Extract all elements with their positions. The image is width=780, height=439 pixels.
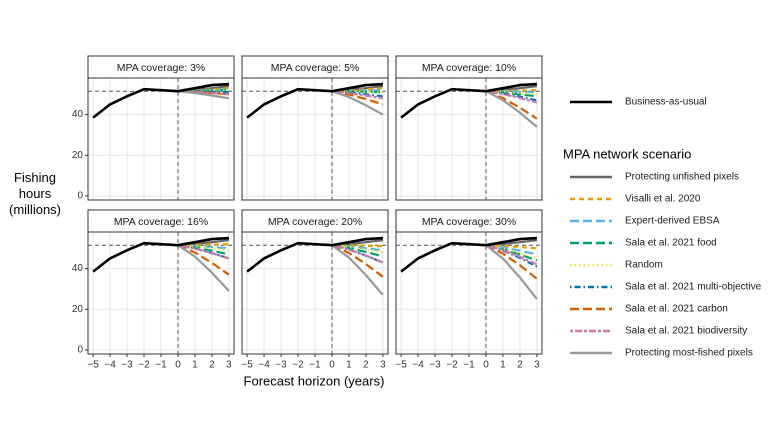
panel-title: MPA coverage: 16% [114,216,208,228]
legend-title: MPA network scenario [563,146,691,161]
x-tick-label: −3 [275,360,287,371]
x-tick-label: −5 [395,360,407,371]
scenario-line [485,90,538,120]
x-tick-label: 0 [483,360,489,371]
x-tick-label: 0 [329,360,335,371]
x-tick-label: 2 [363,360,369,371]
panel-border [87,77,235,201]
bau-line [92,236,229,273]
legend-label: Business-as-usual [625,97,707,108]
panel-border [241,231,389,355]
scenario-line [485,244,538,266]
x-tick-label: 1 [346,360,352,371]
bau-line [400,236,537,273]
legend-label: Sala et al. 2021 biodiversity [625,326,747,337]
legend-label: Sala et al. 2021 multi-objective [625,282,762,293]
legend-label: Protecting most-fished pixels [625,348,753,359]
scenario-line [485,90,538,128]
legend-label: Sala et al. 2021 carbon [625,304,728,315]
panel-border [87,231,235,355]
panel-title: MPA coverage: 30% [422,216,516,228]
panel-title: MPA coverage: 5% [271,62,360,74]
x-tick-label: 3 [226,360,232,371]
x-tick-label: 2 [517,360,523,371]
scenario-line [331,90,384,116]
y-tick-label: 0 [77,191,83,202]
scenario-line [177,90,230,100]
y-tick-label: 0 [77,345,83,356]
y-tick-label: 40 [72,263,84,274]
legend-label: Random [625,260,663,271]
scenario-line [331,90,384,100]
x-tick-label: 1 [500,360,506,371]
bau-line [246,82,383,119]
panel-title: MPA coverage: 3% [117,62,206,74]
x-tick-label: −4 [258,360,270,371]
panel-border [395,77,543,201]
x-axis-label: Forecast horizon (years) [244,373,385,388]
legend-label: Visalli et al. 2020 [625,194,701,205]
scenario-line [331,244,384,296]
x-tick-label: −1 [309,360,321,371]
x-tick-label: 2 [209,360,215,371]
x-tick-label: −5 [87,360,99,371]
y-tick-label: 40 [72,109,84,120]
x-tick-label: −4 [412,360,424,371]
x-tick-label: 1 [192,360,198,371]
x-tick-label: 3 [380,360,386,371]
bau-line [92,82,229,119]
y-tick-label: 20 [72,150,84,161]
x-tick-label: 3 [534,360,540,371]
scenario-line [177,244,230,276]
x-tick-label: −2 [446,360,458,371]
x-tick-label: 0 [175,360,181,371]
x-tick-label: −1 [155,360,167,371]
scenario-line [177,244,230,260]
scenario-line [485,244,538,300]
bau-line [400,82,537,119]
y-axis-label: Fishing hours (millions) [9,170,61,217]
x-tick-label: −2 [138,360,150,371]
legend-label: Expert-derived EBSA [625,216,720,227]
scenario-line [485,244,538,280]
panel-border [395,231,543,355]
x-tick-label: −5 [241,360,253,371]
legend-label: Sala et al. 2021 food [625,238,717,249]
scenario-line [331,244,384,278]
y-tick-label: 20 [72,304,84,315]
x-tick-label: −3 [121,360,133,371]
bau-line [246,236,383,273]
scenario-line [177,244,230,292]
x-tick-label: −2 [292,360,304,371]
panel-title: MPA coverage: 10% [422,62,516,74]
x-tick-label: −1 [463,360,475,371]
legend-label: Protecting unfished pixels [625,172,739,183]
x-tick-label: −3 [429,360,441,371]
scenario-line [485,90,538,104]
scenario-line [331,244,384,264]
x-tick-label: −4 [104,360,116,371]
panel-border [241,77,389,201]
panel-title: MPA coverage: 20% [268,216,362,228]
